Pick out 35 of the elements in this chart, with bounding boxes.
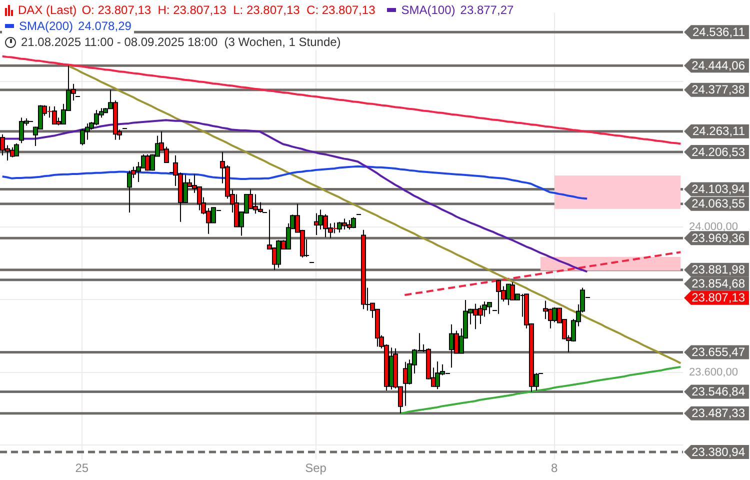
ref-line-label: 23.487,33 — [692, 406, 746, 420]
ref-line-label: 24.377,38 — [692, 82, 746, 97]
ref-line-label: 24.063,55 — [692, 196, 746, 211]
annotation: 24.078,29 — [78, 18, 132, 34]
y-tick-label: 23.600,00 — [689, 366, 738, 378]
ref-line-label: 24.536,11 — [692, 24, 746, 39]
legend-label: SMA(100) — [401, 2, 456, 18]
candlestick — [403, 361, 408, 406]
ref-line-label: 23.546,84 — [692, 384, 746, 399]
ref-line-label: 23.854,68 — [692, 276, 746, 291]
ref-line-label: 24.103,94 — [692, 182, 746, 196]
candlestick — [361, 229, 366, 310]
ref-line-label: 24.206,53 — [692, 144, 746, 159]
y-tick-label: 24.000,00 — [689, 221, 738, 234]
annotation: O: 23.807,13 H: 23.807,13 L: 23.807,13 C: 23.807,13 — [82, 2, 376, 18]
ref-line-label: 23.655,47 — [692, 345, 746, 360]
annotation: 23.877,27 — [460, 2, 514, 18]
ref-line-label: 23.380,94 — [692, 444, 746, 459]
candlestick — [127, 170, 132, 213]
legend-label: SMA(200) — [19, 18, 74, 34]
ref-line-label: 24.263,11 — [692, 124, 746, 138]
legend-label: DAX (Last) — [18, 2, 77, 18]
x-tick-label: Sep — [305, 461, 327, 476]
x-tick-label: 8 — [551, 461, 558, 476]
x-tick-label: 25 — [75, 461, 89, 476]
candlestick — [14, 142, 19, 156]
ref-line-label: 24.444,06 — [692, 58, 746, 72]
ref-line-label: 23.969,36 — [692, 230, 746, 245]
candlestick — [314, 212, 319, 236]
text: 21.08.2025 11:00 - 08.09.2025 18:00 (3 Wochen, 1 Stunde) — [21, 34, 341, 50]
line-series — [404, 251, 682, 296]
text: 23.807,13 — [692, 290, 745, 305]
ref-line-label: 23.881,98 — [692, 262, 746, 277]
candlestick — [351, 216, 356, 229]
candlestick — [543, 300, 548, 320]
